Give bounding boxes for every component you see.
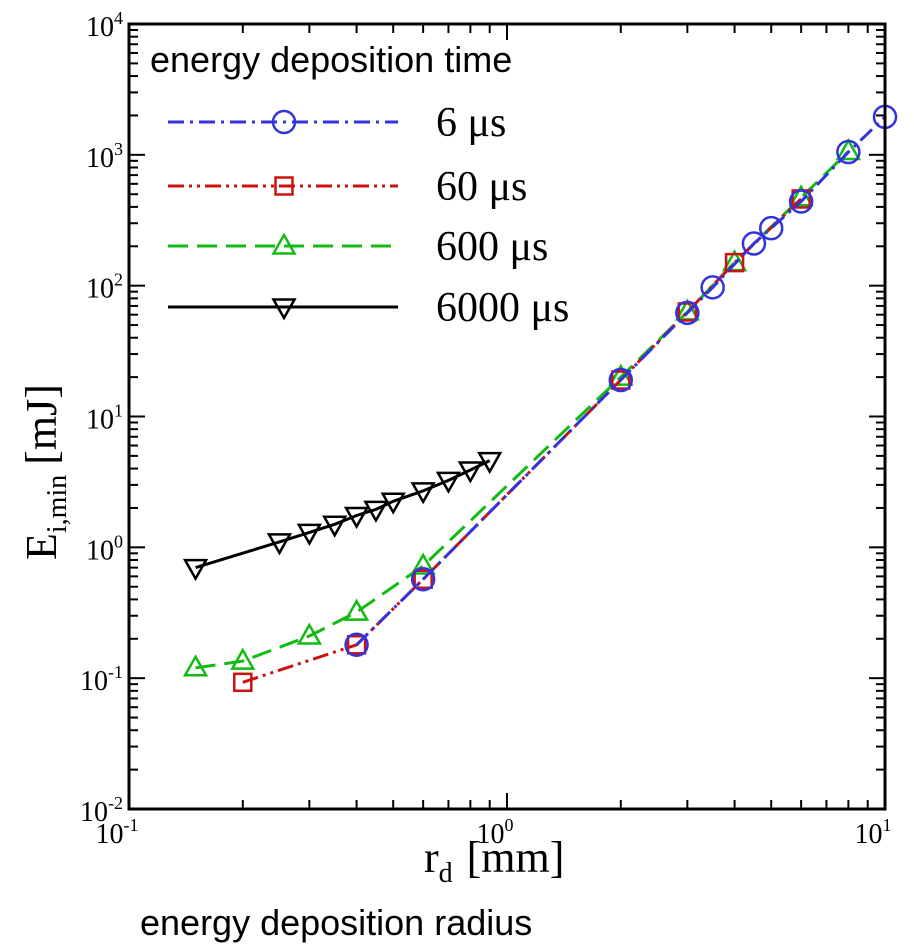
x-axis-label-sub: d	[439, 858, 453, 889]
legend-item: 6000 μs	[168, 285, 569, 331]
data-point	[343, 506, 370, 530]
y-tick-label: 10-2	[80, 793, 123, 828]
data-point	[346, 635, 367, 655]
y-tick-label: 10-1	[80, 662, 123, 697]
legend-label: 600 μs	[436, 224, 548, 270]
data-point	[788, 189, 814, 214]
data-point	[457, 461, 484, 484]
data-point	[233, 672, 253, 693]
x-tick-label: 10-1	[96, 815, 139, 850]
y-axis-label-unit: [mJ]	[17, 384, 66, 465]
x-tick-label: 101	[855, 815, 892, 850]
data-point	[758, 215, 784, 241]
data-point	[410, 552, 436, 575]
x-axis-label-main: r	[424, 833, 439, 882]
data-point	[741, 231, 767, 256]
data-point	[477, 451, 503, 475]
y-tick-label: 104	[86, 8, 123, 43]
data-point	[363, 500, 389, 523]
legend-label: 6 μs	[436, 100, 506, 146]
data-point	[608, 367, 634, 393]
x-tick-label: 100	[477, 815, 514, 850]
data-point	[296, 523, 322, 546]
data-point	[380, 492, 406, 515]
data-point	[413, 569, 433, 590]
y-axis-label: Ei,min [mJ]	[17, 384, 73, 560]
y-tick-label: 103	[86, 139, 123, 174]
data-point	[266, 533, 293, 556]
series-line	[242, 197, 803, 684]
series-2	[182, 137, 862, 677]
legend-swatch-marker	[271, 232, 297, 255]
data-point	[700, 275, 725, 300]
data-point	[182, 654, 209, 677]
x-axis-label-unit: [mm]	[467, 833, 565, 882]
legend: energy deposition time 6 μs 60 μs 600 μs 600…	[150, 39, 569, 331]
legend-item: 6 μs	[168, 100, 506, 146]
legend-label: 60 μs	[436, 164, 527, 210]
x-axis-label: rd [mm]	[424, 833, 564, 889]
data-point	[435, 471, 462, 494]
legend-title: energy deposition time	[150, 39, 512, 80]
data-point	[677, 302, 698, 322]
y-tick-label: 102	[86, 270, 123, 305]
series-3	[182, 451, 503, 582]
data-point	[296, 622, 322, 645]
legend-label: 6000 μs	[436, 285, 569, 331]
y-tick-label: 100	[86, 531, 123, 566]
data-point	[322, 515, 348, 538]
data-point	[724, 252, 745, 273]
data-point	[835, 137, 862, 161]
y-axis-label-sub: i,min	[42, 475, 73, 533]
data-point	[611, 370, 631, 390]
x-axis-caption: energy deposition radius	[140, 902, 532, 943]
data-point	[182, 558, 209, 582]
series-layer	[182, 104, 898, 693]
series-0	[344, 104, 898, 658]
series-line	[355, 115, 887, 646]
y-axis-label-main: E	[17, 533, 66, 560]
series-line	[195, 459, 491, 570]
data-point	[344, 632, 369, 658]
data-point	[410, 482, 436, 505]
legend-item: 600 μs	[168, 224, 548, 270]
data-point	[675, 300, 700, 326]
data-point	[343, 598, 370, 621]
legend-swatch-marker	[271, 109, 297, 135]
y-tick-label: 101	[86, 401, 123, 436]
legend-item: 60 μs	[168, 164, 527, 210]
data-point	[410, 567, 436, 592]
data-point	[230, 647, 256, 670]
legend-swatch-marker	[274, 176, 294, 196]
legend-swatch-marker	[271, 298, 297, 321]
data-point	[836, 139, 861, 165]
